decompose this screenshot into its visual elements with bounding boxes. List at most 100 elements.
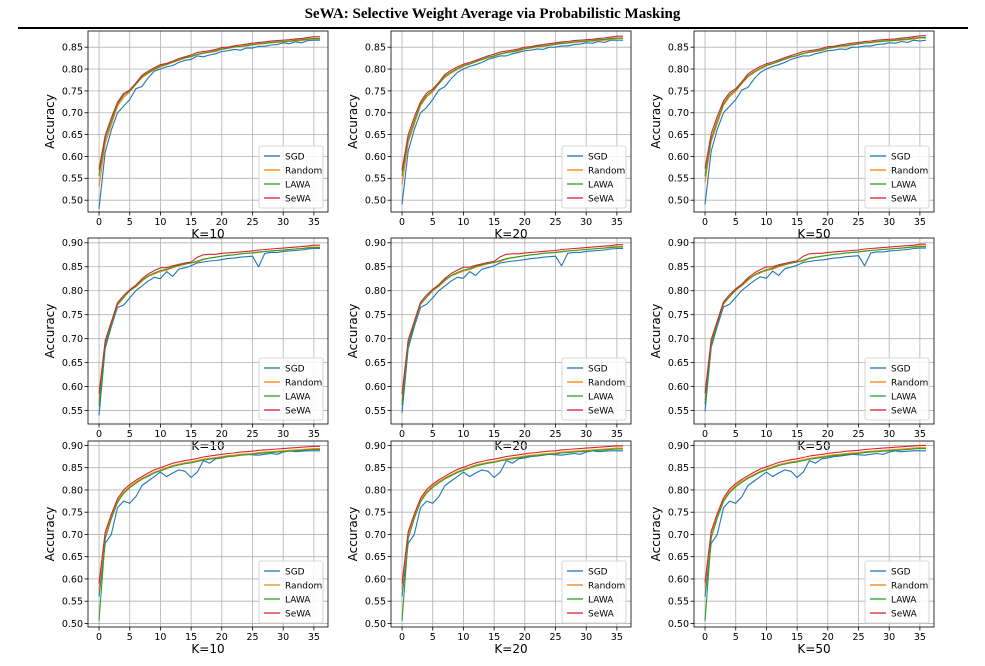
legend-label: SGD	[891, 567, 911, 577]
y-tick-label: 0.65	[62, 130, 83, 141]
y-tick-label: 0.65	[365, 358, 386, 369]
y-axis-label: Accuracy	[43, 304, 57, 359]
legend-label: SGD	[891, 364, 911, 374]
x-tick-label: 5	[733, 632, 739, 643]
series-line-lawa	[704, 246, 926, 405]
y-tick-label: 0.70	[365, 530, 386, 541]
plot-frame	[693, 440, 935, 628]
y-tick-label: 0.80	[365, 286, 386, 297]
x-tick-label: 20	[822, 217, 834, 228]
x-tick-label: 25	[246, 217, 258, 228]
x-tick-label: 20	[822, 632, 834, 643]
y-tick-label: 0.75	[62, 86, 83, 97]
x-tick-label: 25	[549, 429, 561, 440]
y-axis-label: Accuracy	[649, 94, 663, 149]
chart-panel: 0 5 10 15 20 25 30 35 0.55 0.60 0.65 0.70 0.75 0.80 0.…	[43, 237, 329, 453]
legend-label: Random	[285, 378, 322, 388]
x-axis-label: K=50	[797, 439, 830, 453]
series-line-sgd	[704, 247, 926, 412]
series-line-sewa	[98, 36, 320, 170]
plot-frame	[390, 237, 632, 425]
chart-panel: 0 5 10 15 20 25 30 35 0.50 0.55 0.60 0.65 0.70 0.75 0.…	[43, 30, 329, 241]
x-tick-label: 35	[611, 632, 623, 643]
x-tick-label: 0	[96, 217, 102, 228]
x-tick-label: 20	[216, 217, 228, 228]
header-rule	[18, 27, 968, 29]
y-tick-label: 0.80	[365, 64, 386, 75]
y-tick-label: 0.65	[668, 130, 689, 141]
series-line-sewa	[401, 445, 623, 584]
x-axis-label: K=50	[797, 227, 830, 241]
y-axis-label: Accuracy	[43, 94, 57, 149]
series-line-lawa	[98, 448, 320, 622]
chart-panel: 0 5 10 15 20 25 30 35 0.55 0.60 0.65 0.70 0.75 0.80 0.…	[346, 237, 632, 453]
x-tick-label: 5	[733, 217, 739, 228]
legend-label: SeWA	[588, 194, 615, 204]
y-tick-label: 0.55	[365, 597, 386, 608]
x-tick-label: 35	[308, 217, 320, 228]
x-tick-label: 20	[519, 429, 531, 440]
y-tick-label: 0.55	[365, 406, 386, 417]
legend-label: SGD	[588, 152, 608, 162]
x-tick-label: 15	[488, 217, 500, 228]
series-line-random	[704, 447, 926, 588]
y-axis-label: Accuracy	[346, 94, 360, 149]
x-tick-label: 0	[399, 217, 405, 228]
y-tick-label: 0.50	[62, 619, 83, 630]
x-tick-label: 15	[185, 429, 197, 440]
legend-label: Random	[891, 166, 928, 176]
x-tick-label: 30	[883, 632, 895, 643]
legend-label: Random	[588, 166, 625, 176]
y-tick-label: 0.75	[62, 508, 83, 519]
x-tick-label: 10	[154, 632, 166, 643]
y-tick-label: 0.55	[62, 597, 83, 608]
y-axis-label: Accuracy	[346, 304, 360, 359]
y-tick-label: 0.85	[62, 262, 83, 273]
legend-label: LAWA	[285, 392, 311, 402]
y-tick-label: 0.80	[668, 64, 689, 75]
y-axis-label: Accuracy	[649, 304, 663, 359]
legend-label: LAWA	[891, 595, 917, 605]
y-tick-label: 0.80	[62, 485, 83, 496]
y-tick-label: 0.90	[62, 441, 83, 452]
series-line-lawa	[704, 37, 926, 177]
chart-panel: 0 5 10 15 20 25 30 35 0.50 0.55 0.60 0.65 0.70 0.75 0.…	[346, 30, 632, 241]
y-tick-label: 0.75	[668, 86, 689, 97]
y-tick-label: 0.85	[365, 463, 386, 474]
legend-label: Random	[285, 581, 322, 591]
y-tick-label: 0.70	[668, 530, 689, 541]
y-tick-label: 0.50	[365, 619, 386, 630]
x-tick-label: 5	[430, 632, 436, 643]
legend-label: SeWA	[891, 406, 918, 416]
series-line-random	[98, 448, 320, 591]
y-tick-label: 0.60	[365, 152, 386, 163]
legend-box	[258, 357, 324, 421]
x-tick-label: 0	[96, 429, 102, 440]
y-tick-label: 0.60	[365, 382, 386, 393]
y-tick-label: 0.70	[668, 108, 689, 119]
legend-label: SGD	[285, 567, 305, 577]
x-tick-label: 35	[611, 217, 623, 228]
x-axis-label: K=10	[191, 642, 224, 654]
x-tick-label: 10	[457, 217, 469, 228]
legend-label: Random	[285, 166, 322, 176]
x-tick-label: 10	[154, 429, 166, 440]
x-tick-label: 5	[430, 217, 436, 228]
x-tick-label: 25	[852, 632, 864, 643]
series-line-lawa	[401, 37, 623, 177]
x-tick-label: 5	[127, 632, 133, 643]
y-tick-label: 0.50	[62, 196, 83, 207]
y-tick-label: 0.60	[668, 382, 689, 393]
legend-box	[258, 560, 324, 624]
y-tick-label: 0.90	[668, 238, 689, 249]
x-tick-label: 35	[914, 217, 926, 228]
x-tick-label: 30	[277, 429, 289, 440]
chart-panel: 0 5 10 15 20 25 30 35 0.55 0.60 0.65 0.70 0.75 0.80 0.…	[649, 237, 935, 453]
plot-frame	[87, 440, 329, 628]
y-tick-label: 0.60	[365, 574, 386, 585]
y-tick-label: 0.70	[62, 108, 83, 119]
x-tick-label: 25	[549, 217, 561, 228]
x-tick-label: 20	[519, 632, 531, 643]
x-tick-label: 10	[457, 632, 469, 643]
y-tick-label: 0.60	[62, 574, 83, 585]
